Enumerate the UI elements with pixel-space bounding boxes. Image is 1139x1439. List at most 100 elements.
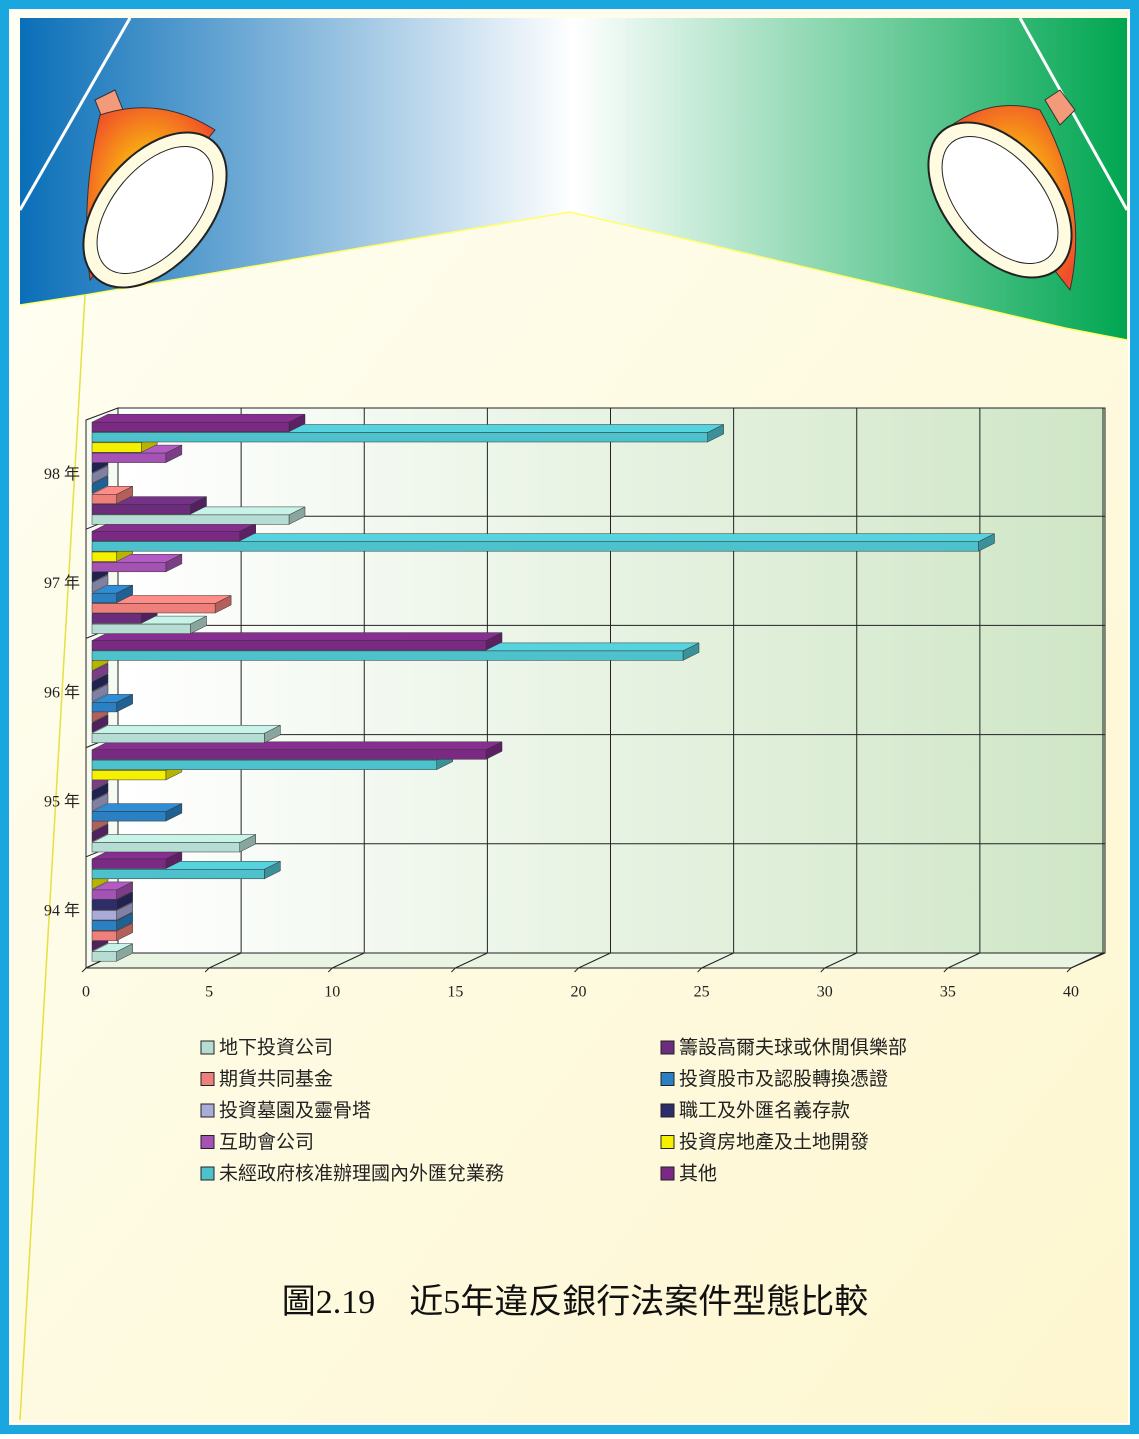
bar [91,603,216,614]
bar [91,494,117,505]
bar-end [91,782,109,801]
bar [91,930,117,941]
legend-label: 投資房地產及土地開發 [679,1131,869,1153]
tick-mark [451,967,456,973]
bar-end [91,714,109,733]
legend-swatch [660,1166,675,1181]
y-tick-label: 95 年 [44,792,80,810]
beam-edge [19,211,1128,341]
legend-swatch [200,1040,215,1055]
tick-mark [697,967,702,973]
legend-swatch [660,1103,675,1118]
legend-label: 投資股市及認股轉換憑證 [679,1068,888,1090]
legend-swatch [200,1135,215,1149]
bar [91,811,167,822]
bar [91,504,191,515]
bar-end [91,683,109,703]
x-tick-label: 15 [447,984,463,1001]
legend-swatch [660,1040,675,1055]
legend-label: 地下投資公司 [219,1037,333,1059]
legend-label: 籌設高爾夫球或休閒俱樂部 [679,1037,907,1059]
grid-line [208,952,242,969]
bar [91,562,167,573]
bar [91,842,240,853]
bar [91,899,117,910]
x-tick-label: 20 [571,984,587,1001]
y-tick-label: 94 年 [44,902,80,920]
y-tick-label: 96 年 [44,683,80,701]
spotlight-right [927,89,1077,292]
tick-mark [1066,967,1072,973]
grid-line [947,952,981,969]
bar [91,889,117,900]
legend-swatch [660,1135,675,1149]
bar [91,551,117,562]
legend-label: 其他 [679,1163,717,1185]
bar [91,920,117,931]
bar [91,623,191,634]
bar-top [91,834,256,843]
legend-label: 職工及外匯名義存款 [679,1100,850,1122]
grid-line [701,952,734,969]
bar [91,421,290,432]
tick-mark [943,967,949,973]
bar [91,541,979,552]
banner [20,18,1127,340]
x-tick-label: 10 [324,984,340,1001]
bar-end [91,663,109,682]
x-tick-label: 5 [205,984,213,1001]
legend-swatch [200,1072,215,1086]
chart-title: 圖2.19 近5年違反銀行法案件型態比較 [282,1283,869,1321]
bar [91,869,265,880]
legend-swatch [200,1166,215,1181]
legend-label: 未經政府核准辦理國內外匯兌業務 [219,1163,504,1185]
bar [91,910,117,921]
bar [91,613,142,624]
grid-line [824,952,857,969]
bar-top [91,725,281,734]
grid-line [455,952,488,969]
legend-swatch [200,1103,215,1118]
y-tick-label: 97 年 [44,574,80,592]
y-tick-label: 98 年 [44,465,80,483]
bar-end [91,673,109,692]
bar [91,733,265,744]
legend-swatch [660,1072,675,1086]
bar [91,514,290,525]
bar [91,749,487,760]
bar [91,452,167,463]
legend-label: 互助會公司 [219,1131,314,1153]
bar-end [91,465,109,484]
x-tick-label: 40 [1063,984,1079,1001]
tick-mark [574,967,579,973]
legend-label: 投資墓園及靈骨塔 [219,1100,371,1122]
spotlight-left [82,89,228,289]
beam-line [18,17,132,211]
grid-line [1070,952,1104,969]
x-tick-label: 0 [82,984,90,1001]
bar [91,770,167,781]
tick-mark [81,967,87,973]
plot-back-wall [117,407,1106,954]
bar-top [91,413,306,423]
bar [91,951,117,962]
bar [91,531,240,542]
bar [91,858,167,869]
tick-mark [327,967,333,973]
bar-end [91,574,109,593]
x-tick-label: 30 [817,984,833,1001]
grid-line [578,952,611,969]
beam-edge [19,294,86,1421]
bar-end [91,823,109,843]
x-tick-label: 35 [940,984,956,1001]
bar [91,650,684,661]
beam-line [1018,17,1129,211]
bar [91,432,708,443]
bar [91,702,117,713]
bar [91,442,142,453]
grid-line [332,952,365,969]
x-tick-label: 25 [694,984,710,1001]
bar-end [91,792,109,812]
bar-end [91,475,109,494]
